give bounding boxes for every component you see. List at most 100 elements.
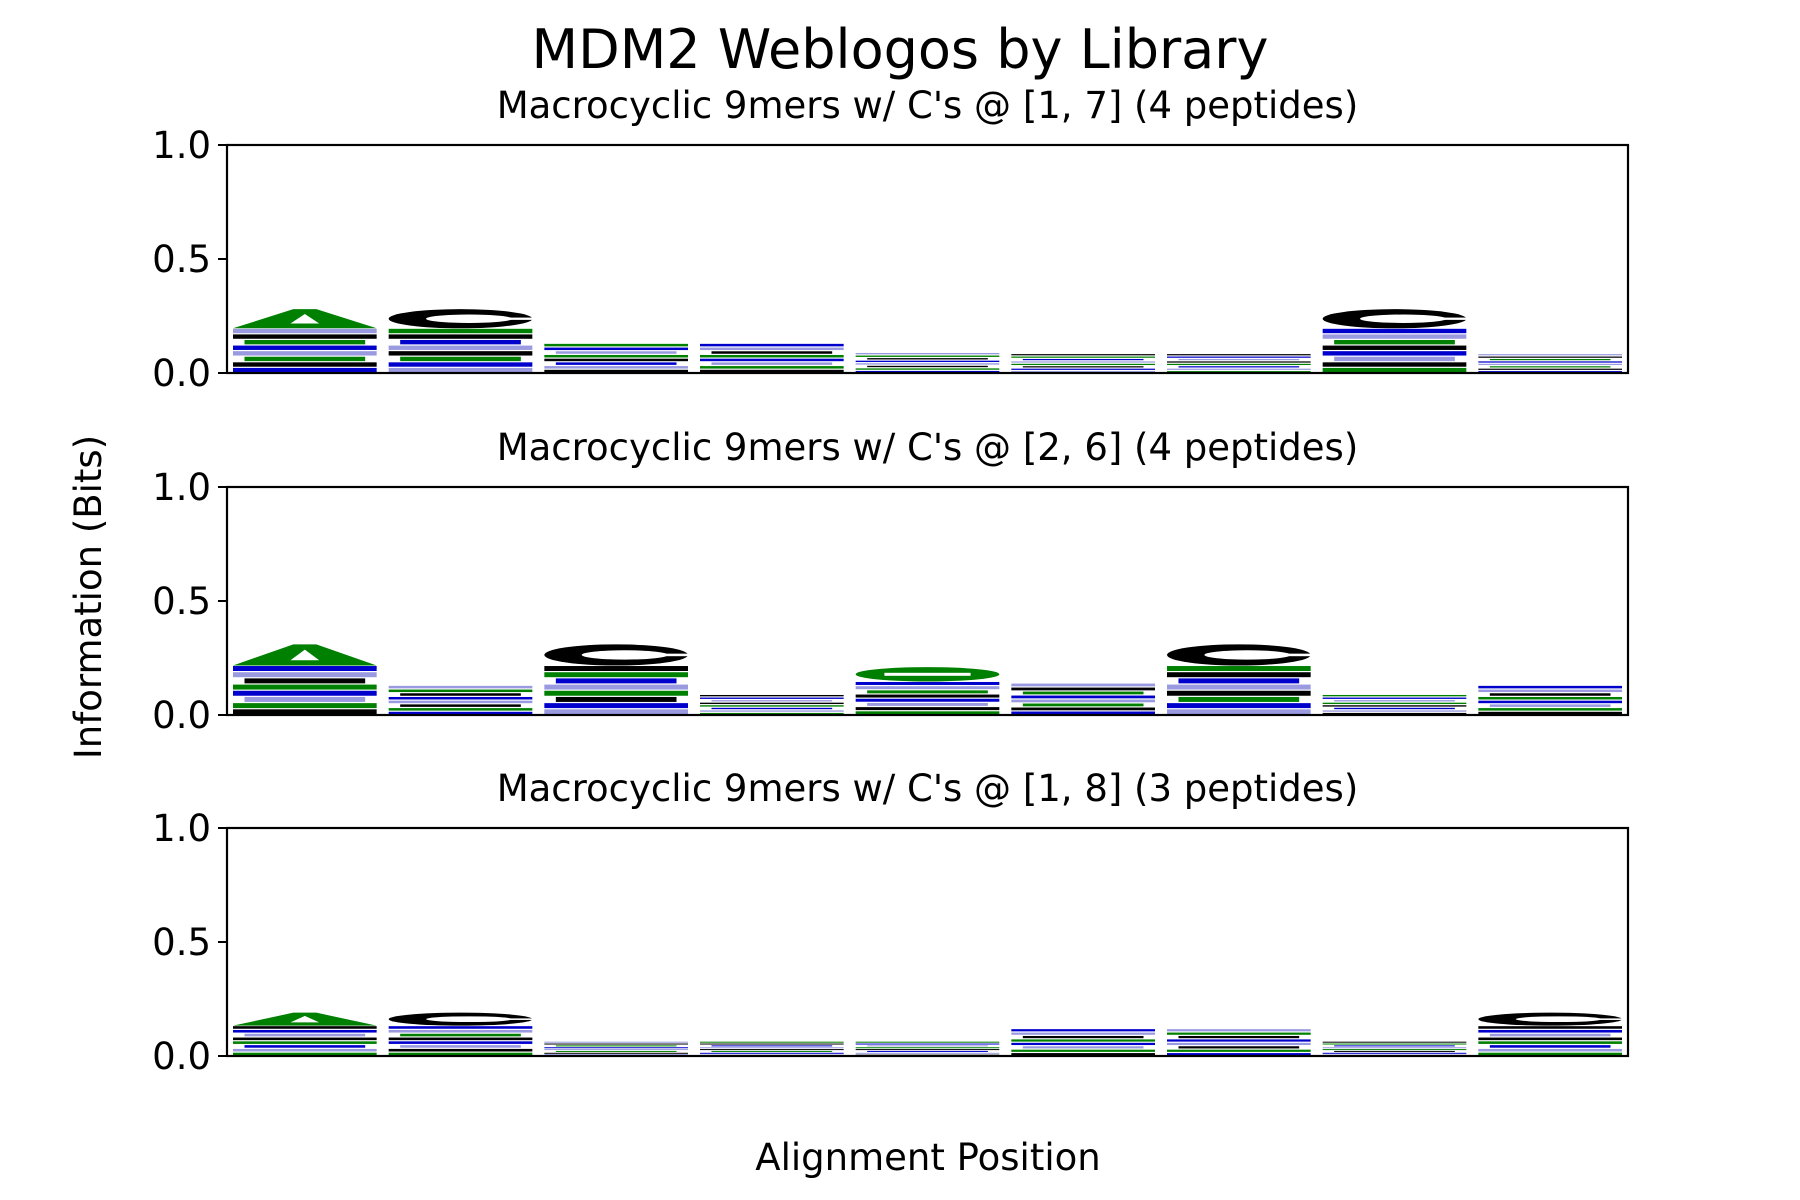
logo-stack [855,1041,1000,1056]
logo-letter [544,366,688,369]
logo-letter [544,684,688,690]
logo-letter [700,710,844,712]
logo-letter [544,709,688,715]
logo-letter [233,362,377,367]
logo-letter [544,1047,688,1049]
logo-letter-C-counter [581,650,668,660]
logo-letter [544,1049,688,1051]
logo-letter [1022,1035,1144,1039]
logo-letter [233,334,377,339]
logo-letter [544,343,688,347]
logo-letter [1334,707,1455,710]
logo-stack [855,352,1000,373]
logo-letter-C-mouth [489,1018,536,1020]
logo-letter [1178,1046,1300,1049]
logo-letter-S-gap [884,672,971,676]
plot-frame [225,143,1630,375]
logo-letter [233,1037,377,1041]
logo-letter [1178,358,1300,361]
logo-letter [1322,712,1467,715]
logo-letter [1478,363,1622,366]
logo-letter [1478,1041,1622,1044]
logo-letter [388,362,533,367]
logo-letter [700,712,844,715]
logo-letter-C-counter [1204,650,1291,660]
logo-letter [233,1048,377,1052]
logo-letter [1334,700,1455,702]
logo-letter [544,703,688,709]
logo-letter [855,360,1000,363]
logo-letter [700,1043,844,1045]
logo-letter [1478,356,1622,358]
logo-letter [233,666,377,672]
logo-letter [1322,694,1467,697]
logo-letter [1167,356,1311,358]
logo-letter [544,666,688,672]
logo-letter [700,1041,844,1043]
logo-letter [544,347,688,351]
logo-letter [244,339,366,345]
logo-letter [1322,362,1467,367]
logo-letter [855,370,1000,373]
logo-stack [233,1012,377,1056]
logo-letter [1011,707,1155,711]
logo-letter [1478,700,1622,704]
logo-letter [555,678,677,684]
logo-letter [700,705,844,707]
logo-letter [1489,704,1611,707]
logo-letter [711,1045,833,1047]
logo-letter [855,352,1000,355]
logo-letter [700,347,844,351]
logo-letter [855,363,1000,365]
panel-subtitle: Macrocyclic 9mers w/ C's @ [2, 6] (4 pep… [497,426,1359,469]
logo-letter-C-mouth [1578,1018,1625,1020]
logo-letter [1322,710,1467,712]
logo-letter [1167,368,1311,370]
logo-letter [1478,711,1622,715]
logo-stack [1167,1029,1311,1056]
logo-panel: Macrocyclic 9mers w/ C's @ [1, 7] (4 pep… [152,84,1630,395]
logo-letter [544,358,688,362]
logo-letter [233,703,377,709]
y-tick-label: 0.0 [152,694,211,737]
logo-stack [233,309,377,373]
logo-letter [388,351,533,356]
logo-letter-C-counter [426,1016,513,1023]
logo-letter [388,689,533,693]
logo-stack [700,1041,844,1056]
logo-letter [1178,678,1300,684]
logo-letter [1322,328,1467,334]
logo-letter [544,1052,688,1054]
logo-letter [1167,666,1311,672]
logo-letter [1478,1048,1622,1052]
chart-title: MDM2 Weblogos by Library [532,18,1269,81]
logo-letter [1167,363,1311,366]
logo-letter [1167,1049,1311,1052]
logo-letter-C-mouth [1267,653,1314,657]
logo-letter [544,1043,688,1045]
logo-letter [388,1029,533,1033]
logo-letter [233,328,377,334]
logo-letter [700,358,844,362]
logo-stack [1011,683,1155,715]
logo-letter [400,1033,521,1037]
logo-letter [544,1041,688,1043]
logo-letter [233,684,377,690]
logo-letter-C-counter [1360,314,1447,323]
logo-letter [388,367,533,373]
logo-letter [1011,356,1155,358]
logo-letter [1167,709,1311,715]
logo-letter [1167,703,1311,709]
panel-subtitle: Macrocyclic 9mers w/ C's @ [1, 7] (4 pep… [497,84,1359,127]
logo-letter [1022,1046,1144,1049]
logo-letter [867,358,988,360]
logo-stack [1167,354,1311,373]
logo-letter [555,696,677,702]
logo-letter [544,369,688,373]
logo-letter [711,351,833,354]
logo-letter [867,1045,988,1047]
logo-letter [1322,334,1467,339]
logo-letter [388,1048,533,1052]
logo-letter [388,328,533,334]
